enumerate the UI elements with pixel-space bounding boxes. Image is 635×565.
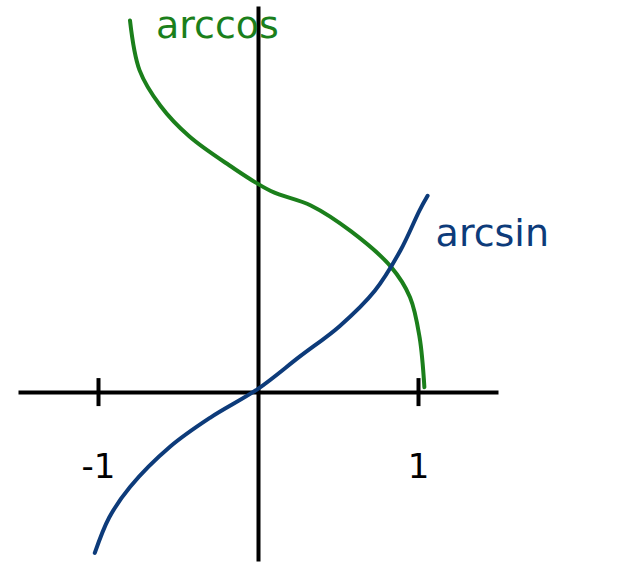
series-label: arcsin xyxy=(436,211,549,255)
chart: -1 1 arccos arcsin xyxy=(0,0,635,565)
y-axis-line xyxy=(257,7,261,562)
x-tick: -1 xyxy=(82,378,116,486)
x-tick: 1 xyxy=(408,378,430,486)
x-tick-mark xyxy=(97,378,101,406)
series-line xyxy=(95,196,428,553)
lines xyxy=(95,20,428,552)
x-tick-label: 1 xyxy=(408,446,430,486)
series-line xyxy=(130,20,424,387)
x-tick-mark xyxy=(417,378,421,406)
y-axis xyxy=(258,7,259,562)
series-label: arccos xyxy=(156,3,279,47)
x-tick-label: -1 xyxy=(82,446,116,486)
